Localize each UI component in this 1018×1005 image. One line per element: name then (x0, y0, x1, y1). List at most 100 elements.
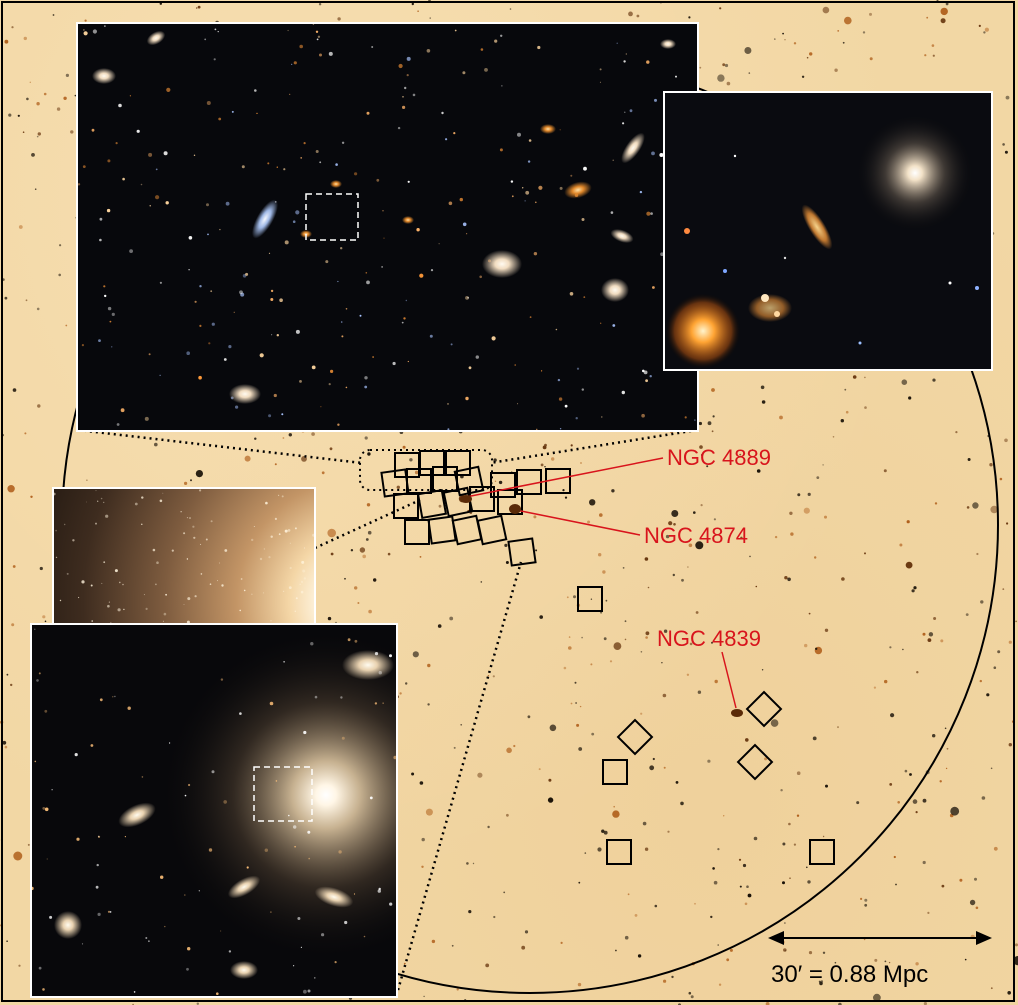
globular-cluster (119, 581, 121, 584)
globular-cluster (300, 590, 304, 594)
background-star (492, 675, 495, 678)
background-star (889, 646, 892, 649)
field-object (295, 210, 300, 215)
background-star (551, 457, 555, 461)
field-object (645, 379, 648, 383)
field-object (340, 247, 343, 250)
field-object (389, 902, 393, 906)
field-object (623, 60, 626, 63)
label-ngc4874: NGC 4874 (644, 523, 748, 548)
field-object (382, 702, 384, 704)
background-star (37, 404, 41, 408)
globular-cluster (301, 560, 305, 564)
background-star (804, 643, 808, 648)
background-star (974, 877, 977, 881)
field-object (198, 890, 200, 892)
field-object (559, 186, 563, 190)
field-object (270, 298, 274, 301)
background-star (0, 924, 2, 927)
background-star (712, 415, 715, 418)
background-star (601, 829, 605, 833)
field-object (347, 638, 351, 642)
background-star (640, 651, 643, 653)
background-star (744, 47, 752, 54)
background-star (856, 801, 860, 805)
field-object (353, 893, 356, 895)
field-object (389, 654, 392, 658)
field-object (233, 311, 235, 313)
background-star (819, 981, 823, 986)
field-object (308, 857, 311, 860)
background-star (663, 629, 668, 633)
globular-cluster (145, 607, 148, 610)
background-star (990, 505, 998, 514)
field-object (612, 324, 616, 327)
background-star (566, 596, 569, 599)
scale-bar-label: 30′ = 0.88 Mpc (771, 961, 928, 988)
field-object (283, 661, 285, 663)
field-object (92, 29, 97, 34)
field-object (111, 312, 115, 316)
background-star (908, 396, 912, 400)
background-star (864, 903, 868, 907)
field-object (354, 172, 358, 176)
field-object (186, 967, 189, 971)
globular-cluster (289, 542, 291, 544)
background-star (699, 445, 703, 449)
field-object (38, 672, 41, 675)
field-object (465, 296, 469, 300)
background-star (748, 72, 751, 74)
globular-cluster (103, 501, 105, 504)
background-star (652, 757, 655, 761)
background-star (922, 798, 927, 803)
globular-cluster (287, 529, 291, 532)
field-object (341, 335, 344, 338)
background-star (577, 982, 582, 987)
background-star (895, 883, 897, 886)
globular-cluster (86, 501, 87, 503)
background-star (981, 796, 986, 800)
background-star (70, 130, 74, 134)
background-star (39, 566, 43, 571)
field-object (211, 322, 215, 326)
pointing-square (427, 515, 457, 545)
background-star (37, 132, 41, 136)
field-object (300, 157, 303, 159)
field-object (599, 81, 601, 83)
globular-cluster (262, 592, 265, 594)
field-object (402, 105, 406, 109)
background-star (740, 536, 743, 539)
background-star (412, 651, 419, 658)
field-object (378, 671, 382, 675)
background-star (864, 376, 866, 379)
globular-cluster (66, 572, 69, 575)
background-star (419, 781, 424, 785)
background-star (12, 388, 17, 392)
background-star (779, 415, 783, 420)
background-star (940, 7, 948, 16)
background-star (581, 636, 583, 639)
field-object (522, 187, 524, 189)
field-object (198, 375, 202, 380)
background-star (997, 650, 1001, 654)
background-star (803, 507, 810, 514)
background-star (837, 726, 839, 729)
field-object (44, 807, 49, 812)
field-object (328, 383, 331, 386)
globular-cluster (141, 523, 143, 525)
field-object (83, 29, 85, 31)
field-object (293, 965, 295, 967)
background-star (548, 778, 552, 782)
galaxy (146, 30, 166, 46)
zoom-marker-box (305, 193, 359, 241)
background-star (535, 549, 538, 552)
field-object (204, 38, 207, 41)
background-star (718, 983, 722, 986)
field-object (459, 197, 463, 202)
background-star (822, 835, 825, 838)
field-object (541, 370, 543, 372)
field-object (538, 185, 543, 190)
background-star (837, 30, 840, 32)
background-star (570, 444, 573, 447)
globular-cluster (194, 595, 197, 598)
